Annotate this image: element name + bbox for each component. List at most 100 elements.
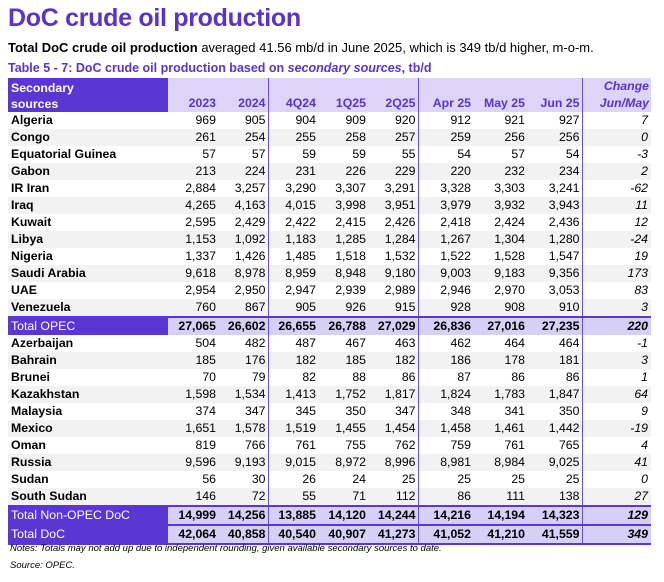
cell-value: 2,884 (185, 181, 216, 195)
table-notes: Notes: Totals may not add up due to inde… (10, 543, 442, 554)
cell-value: 2,950 (218, 282, 269, 299)
cell-value: 350 (345, 404, 366, 418)
cell-value: 8,981 (418, 454, 473, 471)
row-name: Nigeria (11, 249, 53, 263)
cell-value: 1,455 (318, 420, 368, 437)
cell-value: 224 (218, 163, 269, 180)
cell-change: 0 (582, 129, 651, 146)
table-row: UAE 2,954 2,950 2,947 2,939 2,989 2,946 2,970 3,… (8, 282, 651, 299)
cell-value: 57 (218, 146, 269, 163)
cell-value: 72 (218, 488, 269, 506)
row-name: Russia (8, 454, 168, 471)
cell-change: 1 (641, 370, 648, 384)
row-name: Saudi Arabia (8, 265, 168, 282)
cell-change: 27 (582, 488, 651, 506)
table-row: Saudi Arabia 9,618 8,978 8,959 8,948 9,180 9,0… (8, 265, 651, 282)
cell-value: 3,328 (440, 181, 471, 195)
cell-value: 40,540 (268, 524, 318, 545)
cell-value: 226 (318, 163, 368, 180)
cell-value: 14,216 (418, 505, 473, 525)
cell-change: -62 (630, 181, 648, 195)
cell-value: 9,180 (368, 265, 419, 282)
row-name: Kazakhstan (8, 386, 168, 403)
cell-value: 2,426 (368, 214, 419, 231)
row-name: Gabon (8, 163, 168, 180)
cell-value: 14,323 (527, 505, 583, 525)
cell-value: 8,972 (318, 454, 368, 471)
header-col: 4Q24 (268, 78, 318, 112)
cell-value: 909 (345, 113, 366, 127)
cell-value: 9,025 (527, 454, 583, 471)
cell-change: 4 (641, 438, 648, 452)
cell-value: 1,528 (494, 249, 525, 263)
cell-value: 54 (527, 146, 583, 163)
caption-italic: secondary sources (287, 61, 402, 75)
cell-value: 82 (302, 370, 316, 384)
cell-value: 182 (368, 352, 419, 369)
cell-value: 969 (195, 113, 216, 127)
cell-change: 173 (582, 265, 651, 282)
row-name: South Sudan (8, 488, 168, 506)
cell-value: 2,595 (185, 215, 216, 229)
caption-prefix: Table 5 - 7: DoC crude oil production ba… (8, 61, 288, 75)
table-row: Congo 261 254 255 258 257 259 256 256 0 (8, 129, 651, 146)
total-row: Total Non-OPEC DoC 14,999 14,256 13,885 14,1… (8, 505, 651, 525)
cell-value: 57 (202, 147, 216, 161)
cell-value: 8,978 (218, 265, 269, 282)
cell-value: 1,783 (473, 386, 527, 403)
row-name: Total OPEC (8, 316, 168, 335)
cell-change: 349 (582, 524, 651, 545)
cell-value: 56 (202, 472, 216, 486)
row-name: UAE (11, 283, 37, 297)
row-name: Malaysia (11, 404, 63, 418)
table-row: Malaysia 374 347 345 350 347 348 341 350 9 (8, 403, 651, 420)
cell-value: 112 (368, 488, 419, 506)
cell-value: 9,003 (418, 265, 473, 282)
cell-value: 8,948 (318, 265, 368, 282)
row-name: Libya (8, 231, 168, 248)
cell-value: 374 (195, 404, 216, 418)
cell-value: 921 (504, 113, 525, 127)
cell-value: 462 (450, 336, 471, 350)
cell-value: 2,424 (494, 215, 525, 229)
cell-value: 347 (368, 403, 419, 420)
row-name: Bahrain (8, 352, 168, 369)
cell-value: 1,534 (218, 386, 269, 403)
cell-value: 2,436 (527, 214, 583, 231)
cell-value: 220 (418, 163, 473, 180)
cell-value: 905 (218, 112, 269, 129)
page-title: DoC crude oil production (8, 4, 301, 32)
cell-value: 908 (473, 299, 527, 317)
table-row: Iraq 4,265 4,163 4,015 3,998 3,951 3,979 3,932 3… (8, 197, 651, 214)
row-name: Sudan (11, 472, 49, 486)
cell-value: 2,939 (335, 283, 366, 297)
cell-value: 761 (295, 438, 316, 452)
cell-value: 185 (318, 352, 368, 369)
cell-value: 3,951 (368, 197, 419, 214)
cell-value: 1,598 (168, 386, 218, 403)
cell-value: 819 (195, 438, 216, 452)
cell-value: 464 (504, 336, 525, 350)
cell-value: 232 (473, 163, 527, 180)
cell-value: 26,788 (318, 316, 368, 335)
row-name: Congo (8, 129, 168, 146)
cell-value: 2,415 (335, 215, 366, 229)
cell-value: 482 (218, 335, 269, 352)
total-row: Total DoC 42,064 40,858 40,540 40,907 41,273 4… (8, 524, 651, 545)
caption-suffix: , tb/d (401, 61, 432, 75)
table-row: Libya 1,153 1,092 1,183 1,285 1,284 1,267 1,304… (8, 231, 651, 248)
cell-value: 1,413 (268, 386, 318, 403)
row-name: IR Iran (11, 181, 50, 195)
table-row: Equatorial Guinea 57 57 59 59 55 54 57 54 -3 (8, 146, 651, 163)
header-col: 2023 (168, 78, 218, 112)
cell-value: 178 (473, 352, 527, 369)
cell-value: 905 (268, 299, 318, 317)
cell-change: 3 (582, 352, 651, 369)
table-source: Source: OPEC. (10, 560, 75, 571)
cell-value: 256 (527, 129, 583, 146)
cell-value: 176 (218, 352, 269, 369)
cell-value: 27,065 (168, 316, 218, 335)
cell-value: 14,256 (218, 505, 269, 525)
cell-change: 83 (634, 283, 648, 297)
header-col: 1Q25 (318, 78, 368, 112)
